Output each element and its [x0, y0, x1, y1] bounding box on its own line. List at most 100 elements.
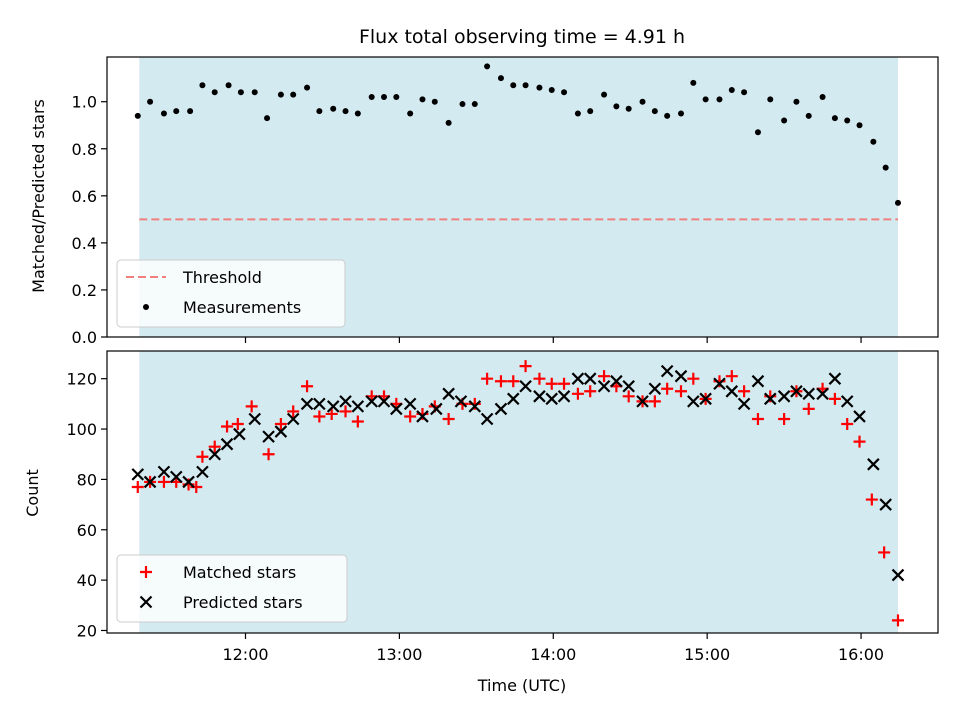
measurement-point: [587, 108, 594, 115]
measurement-point: [781, 117, 788, 124]
legend-label: Measurements: [183, 298, 301, 317]
predicted-star-point: [390, 402, 403, 416]
predicted-star-point: [557, 390, 571, 403]
bottom-y-tick-label: 80: [77, 470, 97, 489]
measurement-point: [805, 112, 812, 119]
measurement-point: [407, 110, 414, 117]
measurement-point: [767, 96, 774, 103]
matched-star-point: [738, 385, 751, 398]
predicted-star-point: [545, 392, 559, 406]
legend-matched-swatch: [140, 566, 152, 578]
measurement-point: [304, 84, 311, 91]
measurement-point: [894, 199, 901, 206]
predicted-star-point: [777, 390, 791, 403]
measurement-point: [431, 98, 438, 105]
matched-star-point: [131, 480, 144, 493]
measurement-point: [290, 91, 297, 98]
matched-star-point: [519, 360, 532, 373]
top-legend: [116, 259, 346, 328]
legend-measurement-swatch: [143, 304, 149, 310]
matched-star-point: [481, 372, 494, 385]
matched-star-point: [622, 390, 635, 403]
predicted-star-point: [169, 470, 183, 484]
measurement-point: [548, 86, 555, 93]
predicted-star-point: [583, 372, 597, 385]
predicted-star-point: [220, 437, 234, 451]
measurement-point: [510, 82, 517, 89]
predicted-star-point: [274, 425, 288, 438]
predicted-star-point: [286, 412, 300, 426]
measurement-point: [664, 112, 671, 119]
legend-label: Matched stars: [183, 563, 296, 582]
matched-star-point: [533, 372, 546, 385]
predicted-star-point: [648, 382, 662, 396]
bottom-y-tick-label: 60: [77, 521, 97, 540]
predicted-star-point: [597, 379, 611, 393]
bottom-axes-frame: [106, 350, 939, 634]
top-y-tick-label: 0.8: [72, 140, 97, 159]
matched-star-point: [351, 415, 364, 428]
top-y-tick-label: 1.0: [72, 93, 97, 112]
matched-star-point: [584, 385, 597, 398]
bottom-y-tick-label: 40: [77, 571, 97, 590]
measurement-point: [211, 89, 218, 96]
measurement-point: [237, 89, 244, 96]
predicted-star-point: [674, 369, 688, 383]
predicted-star-point: [713, 377, 726, 391]
matched-star-point: [245, 400, 258, 413]
measurement-point: [844, 117, 851, 124]
matched-star-point: [558, 377, 571, 390]
x-axis-label: Time (UTC): [477, 676, 566, 695]
legend-predicted-swatch: [139, 595, 153, 609]
measurement-point: [445, 119, 452, 126]
matched-star-point: [865, 493, 878, 506]
matched-star-point: [442, 412, 455, 425]
predicted-star-point: [763, 392, 777, 406]
bottom-y-tick-label: 100: [66, 420, 97, 439]
predicted-star-point: [699, 392, 712, 406]
measurement-point: [354, 110, 361, 117]
top-y-tick-label: 0.2: [72, 281, 97, 300]
predicted-star-point: [416, 410, 429, 423]
predicted-star-point: [610, 374, 623, 388]
bottom-y-axis-label: Count: [23, 469, 42, 517]
matched-star-point: [545, 377, 558, 390]
matched-star-point: [841, 418, 854, 431]
matched-star-point: [231, 418, 244, 431]
predicted-star-point: [725, 385, 739, 398]
predicted-star-point: [853, 410, 866, 423]
matched-star-point: [725, 370, 738, 383]
measurement-point: [419, 96, 426, 103]
predicted-star-point: [403, 397, 417, 411]
measurement-point: [173, 108, 180, 115]
matched-star-point: [802, 402, 815, 415]
bottom-y-tick-label: 120: [66, 370, 97, 389]
measurement-point: [754, 129, 761, 136]
measurement-point: [741, 89, 748, 96]
measurement-point: [147, 98, 154, 105]
predicted-star-point: [131, 468, 145, 481]
measurement-point: [471, 101, 478, 108]
measurement-point: [690, 79, 697, 86]
measurement-point: [316, 108, 323, 115]
matched-star-point: [301, 380, 314, 393]
measurement-point: [225, 82, 232, 89]
count-panel: 20 40 60 80 100 120 12:00 13:00 14:00 15:00 16:00 M…: [66, 350, 939, 664]
predicted-star-point: [248, 412, 262, 426]
predicted-star-point: [351, 400, 365, 413]
measurement-point: [160, 110, 167, 117]
x-tick-label: 14:00: [530, 645, 576, 664]
matched-star-point: [208, 440, 221, 453]
measurement-point: [574, 110, 581, 117]
predicted-star-point: [365, 395, 378, 408]
measurement-point: [368, 94, 375, 100]
predicted-star-point: [816, 387, 829, 401]
measurement-point: [793, 98, 800, 105]
predicted-star-point: [326, 400, 340, 413]
matched-star-point: [196, 450, 209, 463]
measurement-point: [134, 112, 141, 119]
predicted-star-point: [143, 475, 157, 489]
predicted-star-point: [828, 372, 842, 385]
matched-star-point: [891, 614, 904, 627]
predicted-star-point: [442, 387, 455, 401]
